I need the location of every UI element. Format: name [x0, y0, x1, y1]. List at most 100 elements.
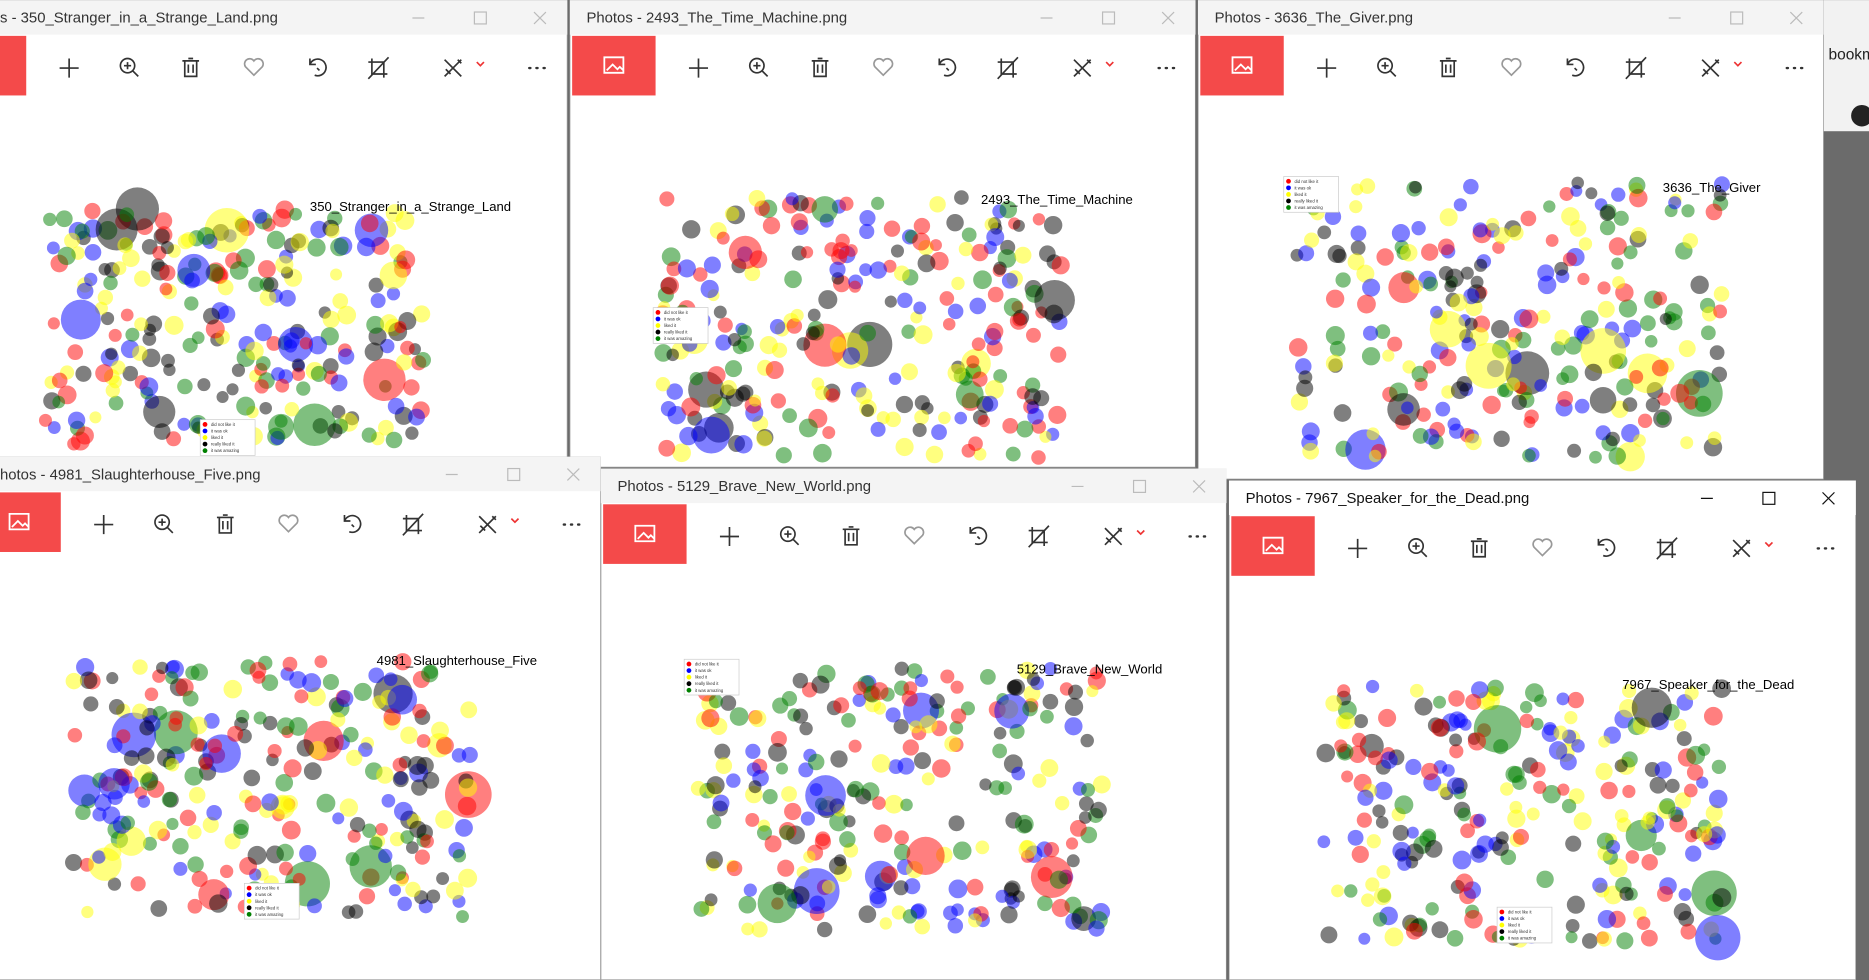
rotate-button[interactable]: [309, 58, 327, 77]
zoom-button[interactable]: [1408, 538, 1428, 558]
bubble: [1683, 783, 1698, 798]
add-button[interactable]: [719, 526, 740, 547]
zoom-button[interactable]: [748, 57, 769, 77]
bubble: [122, 249, 140, 268]
rotate-button[interactable]: [1597, 538, 1616, 557]
zoom-button[interactable]: [119, 57, 139, 77]
delete-button[interactable]: [1439, 57, 1457, 78]
add-button[interactable]: [1348, 538, 1368, 558]
rotate-button[interactable]: [938, 58, 957, 77]
add-button[interactable]: [94, 515, 114, 535]
edit-button[interactable]: [1732, 539, 1751, 558]
bubble: [1356, 812, 1372, 828]
crop-button[interactable]: [997, 56, 1019, 80]
bubble: [858, 905, 877, 924]
edit-button[interactable]: [478, 515, 497, 534]
edit-button[interactable]: [1073, 59, 1092, 77]
crop-button[interactable]: [1028, 525, 1050, 548]
bubble: [1007, 680, 1022, 695]
bubble: [1365, 679, 1380, 694]
bubble: [1530, 761, 1546, 778]
bubble: [1014, 246, 1032, 264]
zoom-button[interactable]: [154, 514, 174, 534]
bubble: [1337, 684, 1351, 698]
bubble: [1022, 700, 1038, 717]
maximize-button[interactable]: [1101, 11, 1116, 25]
bubble: [782, 408, 797, 424]
maximize-button[interactable]: [507, 467, 521, 482]
bubble: [190, 737, 205, 752]
delete-button[interactable]: [811, 57, 829, 78]
bubble: [1696, 826, 1713, 843]
bubble: [693, 267, 708, 282]
edit-menu[interactable]: [510, 518, 520, 524]
delete-button[interactable]: [182, 57, 200, 78]
bubble: [259, 289, 277, 307]
zoom-button[interactable]: [1377, 57, 1397, 77]
edit-menu[interactable]: [476, 61, 485, 67]
edit-menu[interactable]: [1105, 61, 1114, 67]
bubble: [1351, 845, 1369, 863]
bubble: [1372, 912, 1388, 927]
favorite-button[interactable]: [243, 57, 265, 77]
crop-button[interactable]: [367, 56, 390, 80]
bubble: [893, 719, 909, 735]
maximize-button[interactable]: [1762, 491, 1776, 505]
favorite-button[interactable]: [873, 57, 894, 77]
bubble: [1519, 309, 1539, 329]
rotate-button[interactable]: [343, 514, 362, 534]
bubble: [1652, 841, 1666, 856]
bubble: [397, 896, 412, 912]
favorite-button[interactable]: [278, 514, 299, 533]
edit-menu[interactable]: [1136, 529, 1145, 536]
close-button[interactable]: [533, 11, 547, 25]
bubble: [159, 264, 176, 281]
favorite-button[interactable]: [1532, 538, 1553, 557]
close-button[interactable]: [566, 468, 580, 481]
favorite-button[interactable]: [904, 526, 925, 545]
edit-button[interactable]: [444, 59, 462, 77]
edit-menu[interactable]: [1764, 541, 1774, 548]
bubble: [289, 671, 307, 689]
bubble: [839, 831, 856, 848]
edit-button[interactable]: [1104, 527, 1123, 546]
maximize-button[interactable]: [1132, 479, 1147, 493]
maximize-button[interactable]: [1730, 11, 1744, 25]
add-button[interactable]: [1317, 58, 1337, 78]
bubble: [1695, 915, 1741, 961]
favorite-button[interactable]: [1501, 57, 1522, 77]
bubble: [379, 261, 408, 290]
delete-button[interactable]: [1470, 538, 1488, 558]
bubble: [796, 337, 811, 351]
delete-button[interactable]: [216, 514, 234, 534]
close-button[interactable]: [1822, 491, 1835, 505]
crop-button[interactable]: [1625, 56, 1647, 80]
bubble: [706, 776, 725, 795]
bubble: [387, 397, 405, 415]
bubble: [1387, 336, 1403, 352]
crop-button[interactable]: [1656, 537, 1678, 560]
delete-button[interactable]: [842, 526, 860, 546]
view-button[interactable]: [0, 35, 27, 96]
bubble: [706, 814, 722, 830]
close-button[interactable]: [1192, 480, 1206, 493]
rotate-button[interactable]: [1566, 58, 1585, 77]
zoom-button[interactable]: [779, 526, 800, 546]
add-button[interactable]: [688, 58, 709, 78]
edit-button[interactable]: [1701, 59, 1720, 77]
maximize-button[interactable]: [473, 11, 487, 25]
bubble: [1376, 865, 1391, 879]
rotate-button[interactable]: [969, 526, 988, 546]
bubble: [1630, 226, 1647, 244]
legend-marker: [246, 898, 252, 904]
bubble: [1683, 395, 1698, 410]
bubble: [759, 336, 778, 355]
add-button[interactable]: [59, 58, 79, 78]
edit-menu[interactable]: [1733, 61, 1743, 67]
bubble: [1536, 309, 1551, 324]
crop-button[interactable]: [402, 513, 424, 536]
close-button[interactable]: [1161, 11, 1175, 25]
close-button[interactable]: [1789, 11, 1803, 25]
bubble: [1401, 401, 1414, 415]
bubble: [1394, 795, 1414, 815]
